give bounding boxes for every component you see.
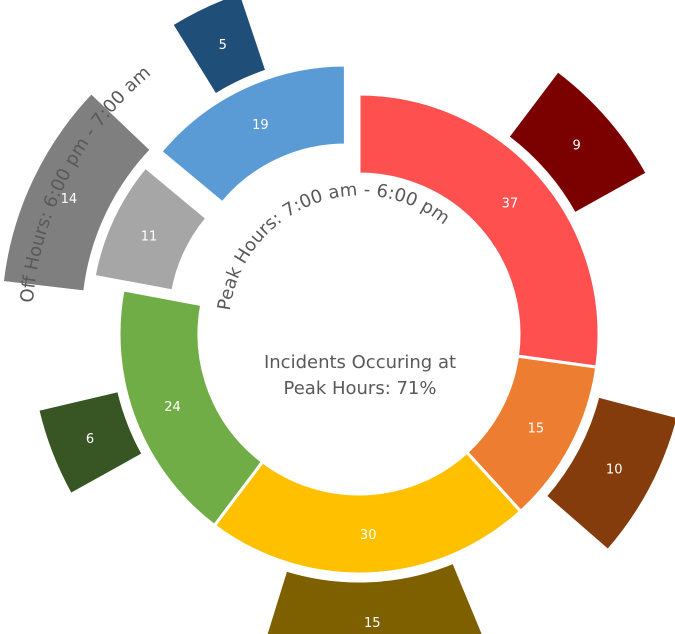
outer-value-label: 14 (61, 192, 78, 207)
outer-value-label: 9 (572, 139, 580, 154)
inner-ring-labels: 37 15 30 24 11 19 (141, 118, 544, 543)
center-label: Incidents Occuring at Peak Hours: 71% (210, 350, 510, 402)
outer-value-label: 10 (606, 463, 623, 478)
outer-segment-0-3 (35, 388, 146, 497)
inner-value-label: 24 (164, 400, 181, 415)
inner-value-label: 15 (528, 421, 545, 436)
center-label-line-1: Incidents Occuring at (263, 352, 457, 373)
outer-value-label: 6 (86, 432, 94, 447)
outer-ring-labels: 9 10 15 6 14 5 (61, 38, 623, 631)
inner-value-label: 37 (502, 197, 519, 212)
inner-segment-0-2 (212, 450, 523, 576)
peak-hours-arc-label: Peak Hours: 7:00 am - 6:00 pm (214, 179, 454, 312)
inner-value-label: 19 (252, 118, 269, 133)
inner-value-label: 30 (360, 528, 377, 543)
inner-segment-0-3 (117, 288, 265, 528)
inner-ring (92, 63, 601, 576)
outer-value-label: 5 (219, 38, 227, 53)
inner-segment-0-0 (357, 92, 601, 369)
outer-segment-1-1 (169, 0, 269, 98)
outer-segment-0-0 (505, 68, 650, 216)
center-label-line-2: Peak Hours: 71% (283, 378, 437, 399)
outer-value-label: 15 (364, 616, 381, 631)
inner-value-label: 11 (141, 229, 158, 244)
outer-segment-1-0 (0, 90, 154, 294)
outer-segment-0-2 (264, 560, 485, 634)
inner-segment-1-0 (92, 164, 210, 293)
peak-hours-label: Peak Hours: 7:00 am - 6:00 pm (214, 179, 454, 312)
inner-segment-1-1 (158, 63, 347, 205)
outer-segment-0-1 (543, 394, 675, 553)
